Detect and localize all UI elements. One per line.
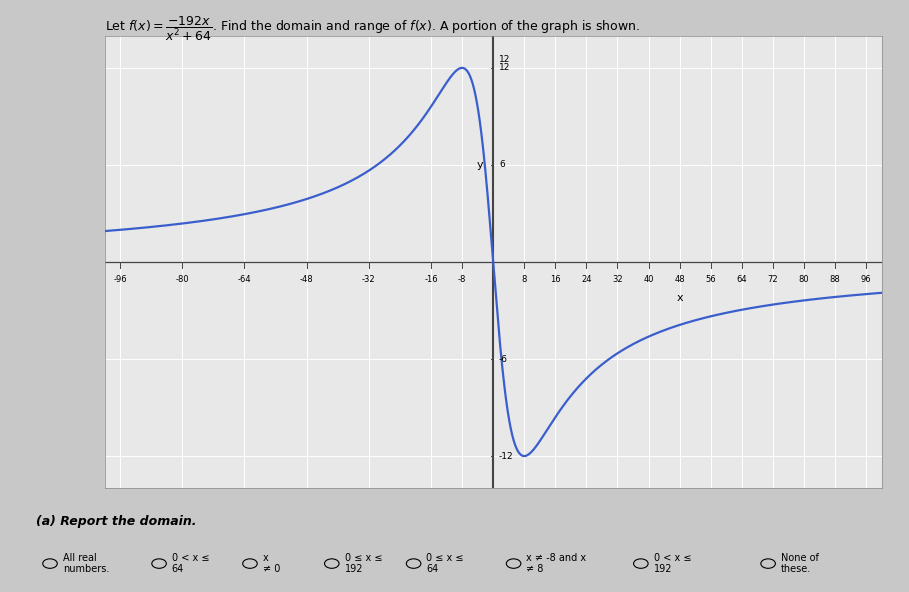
Text: -6: -6 [499, 355, 508, 363]
Text: -12: -12 [499, 452, 514, 461]
Text: Let $f(x) = \dfrac{-192x}{x^2+64}$. Find the domain and range of $f(x)$. A porti: Let $f(x) = \dfrac{-192x}{x^2+64}$. Find… [105, 15, 640, 43]
Text: 40: 40 [644, 275, 654, 284]
Text: 64: 64 [736, 275, 747, 284]
Text: 0 ≤ x ≤
64: 0 ≤ x ≤ 64 [426, 553, 464, 574]
Text: 56: 56 [705, 275, 716, 284]
Text: 12: 12 [499, 63, 510, 72]
Text: x
≠ 0: x ≠ 0 [263, 553, 280, 574]
Text: x ≠ -8 and x
≠ 8: x ≠ -8 and x ≠ 8 [526, 553, 586, 574]
Text: (a) Report the domain.: (a) Report the domain. [36, 515, 197, 528]
Text: -48: -48 [300, 275, 314, 284]
Text: -80: -80 [175, 275, 189, 284]
Text: -96: -96 [114, 275, 127, 284]
Text: 24: 24 [581, 275, 592, 284]
Text: y: y [477, 160, 484, 170]
Text: 6: 6 [499, 160, 504, 169]
Text: 72: 72 [767, 275, 778, 284]
Text: 0 ≤ x ≤
192: 0 ≤ x ≤ 192 [345, 553, 382, 574]
Text: -64: -64 [237, 275, 251, 284]
Text: 0 < x ≤
64: 0 < x ≤ 64 [172, 553, 209, 574]
Text: -8: -8 [458, 275, 466, 284]
Text: 96: 96 [861, 275, 872, 284]
Text: -16: -16 [425, 275, 438, 284]
Text: -32: -32 [362, 275, 375, 284]
Text: 16: 16 [550, 275, 561, 284]
Text: All real
numbers.: All real numbers. [63, 553, 109, 574]
Text: 12: 12 [499, 55, 510, 65]
Text: x: x [676, 292, 683, 303]
Text: None of
these.: None of these. [781, 553, 819, 574]
Text: 32: 32 [612, 275, 623, 284]
Text: 48: 48 [674, 275, 685, 284]
Text: 8: 8 [522, 275, 527, 284]
Text: 88: 88 [830, 275, 841, 284]
Text: 80: 80 [799, 275, 809, 284]
Text: 0 < x ≤
192: 0 < x ≤ 192 [654, 553, 691, 574]
